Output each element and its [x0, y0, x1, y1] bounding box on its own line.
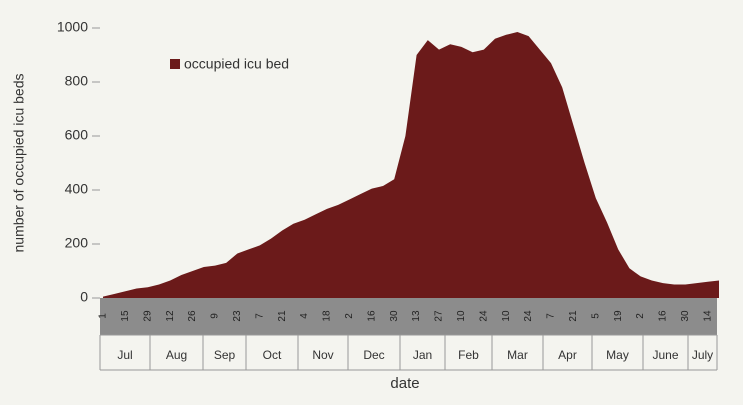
- y-tick-label: 800: [65, 73, 89, 89]
- x-tick-label: 19: [613, 310, 624, 322]
- x-tick-label: 2: [635, 313, 646, 319]
- month-label: May: [606, 348, 629, 362]
- date-band: [100, 298, 717, 335]
- x-tick-label: 21: [277, 310, 288, 322]
- area: [103, 32, 719, 299]
- x-tick-label: 16: [366, 310, 377, 322]
- x-tick-label: 13: [411, 310, 422, 322]
- x-tick-label: 24: [523, 310, 534, 322]
- x-tick-label: 29: [142, 310, 153, 322]
- legend-swatch: [170, 59, 180, 69]
- x-tick-label: 21: [568, 310, 579, 322]
- x-tick-label: 1: [98, 313, 109, 319]
- x-tick-label: 27: [434, 310, 445, 322]
- month-label: Apr: [558, 348, 577, 362]
- month-label: Jan: [413, 348, 432, 362]
- y-tick-label: 400: [65, 181, 89, 197]
- x-tick-label: 30: [389, 310, 400, 322]
- month-label: June: [652, 348, 678, 362]
- x-tick-label: 15: [120, 310, 131, 322]
- legend-label: occupied icu bed: [184, 56, 289, 72]
- x-tick-label: 10: [501, 310, 512, 322]
- month-label: Jul: [117, 348, 132, 362]
- month-label: Sep: [214, 348, 236, 362]
- y-axis-label: number of occupied icu beds: [11, 74, 27, 253]
- x-tick-label: 23: [232, 310, 243, 322]
- month-label: July: [692, 348, 713, 362]
- month-label: Nov: [312, 348, 333, 362]
- month-label: Mar: [507, 348, 528, 362]
- x-tick-label: 7: [254, 313, 265, 319]
- x-tick-label: 10: [456, 310, 467, 322]
- x-tick-label: 24: [478, 310, 489, 322]
- x-axis-label: date: [390, 375, 419, 392]
- x-tick-label: 30: [680, 310, 691, 322]
- month-label: Dec: [363, 348, 384, 362]
- x-tick-label: 12: [165, 310, 176, 322]
- x-tick-label: 9: [210, 313, 221, 319]
- x-tick-label: 14: [702, 310, 713, 322]
- y-tick-label: 1000: [57, 19, 88, 35]
- month-label: Aug: [166, 348, 187, 362]
- x-tick-label: 4: [299, 313, 310, 319]
- x-tick-label: 7: [546, 313, 557, 319]
- y-tick-label: 200: [65, 235, 89, 251]
- month-label: Oct: [263, 348, 282, 362]
- y-tick-label: 0: [80, 289, 88, 305]
- month-label: Feb: [458, 348, 479, 362]
- x-tick-label: 16: [658, 310, 669, 322]
- y-tick-label: 600: [65, 127, 89, 143]
- x-tick-label: 5: [590, 313, 601, 319]
- x-tick-label: 26: [187, 310, 198, 322]
- x-tick-label: 18: [322, 310, 333, 322]
- x-tick-label: 2: [344, 313, 355, 319]
